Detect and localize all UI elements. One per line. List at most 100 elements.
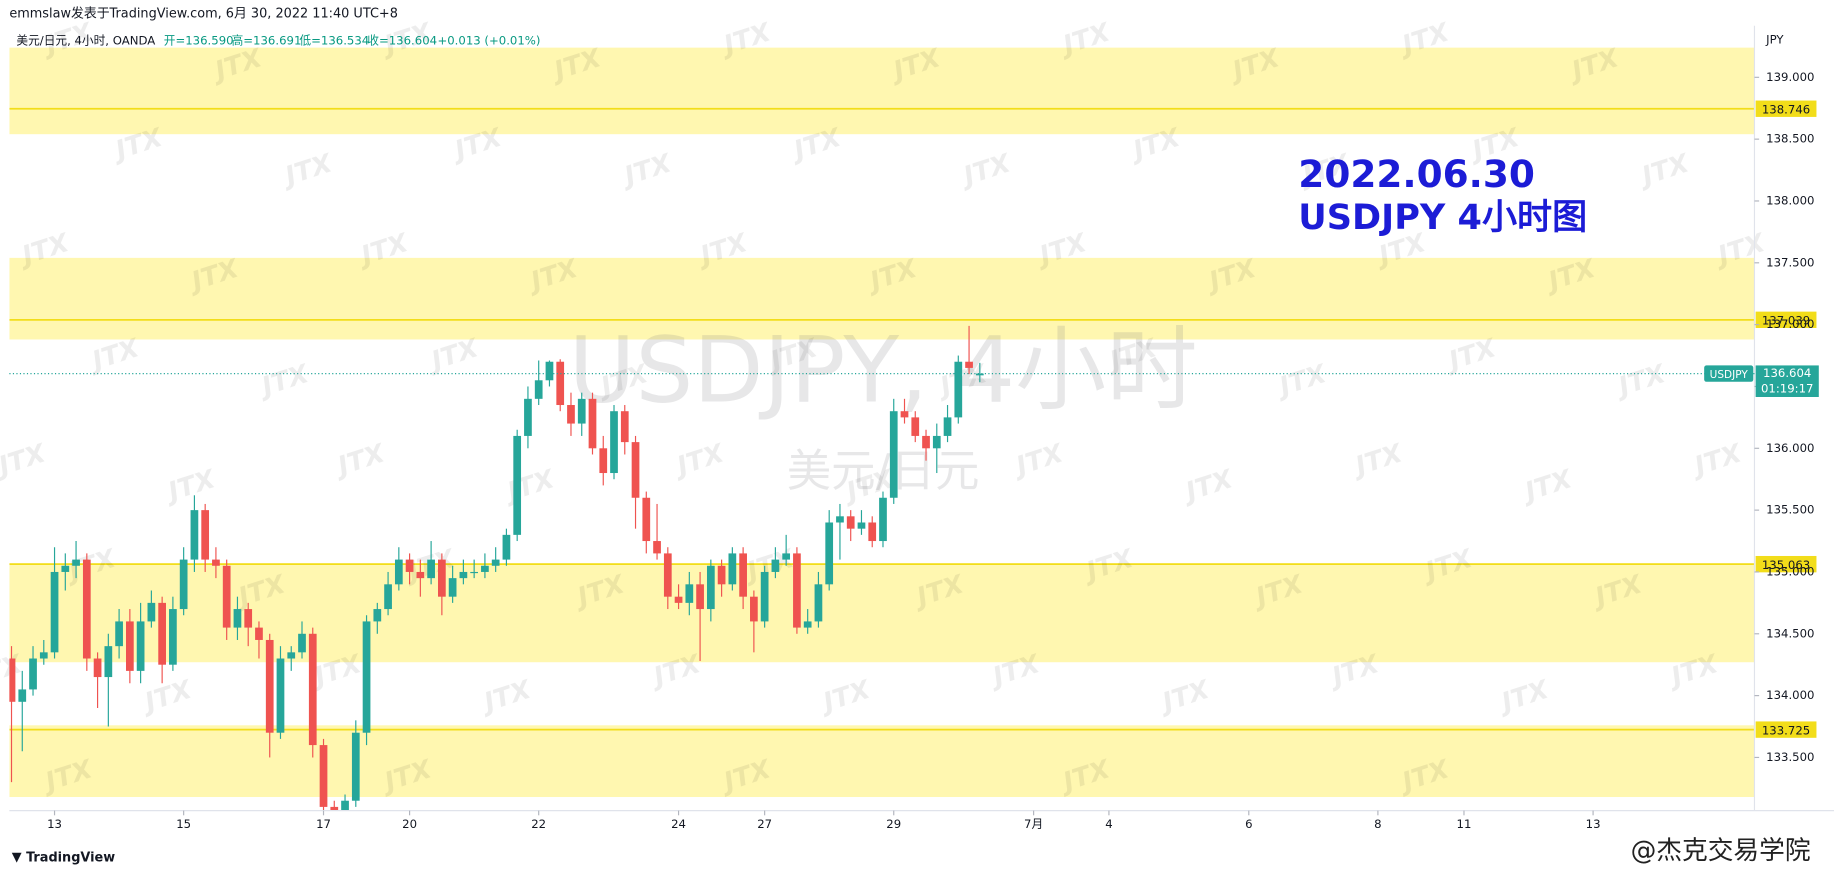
x-tick-label: 24: [671, 817, 686, 831]
y-tick-label: 133.500: [1766, 750, 1814, 764]
brand-name: TradingView: [26, 850, 115, 865]
candle-body: [82, 559, 91, 659]
zone: [9, 257, 1755, 340]
candle-body: [308, 633, 317, 746]
symbol-legend: 美元/日元, 4小时, OANDA: [16, 33, 155, 47]
candle-body: [491, 559, 500, 566]
candle-body: [459, 571, 468, 579]
level-tag: [1755, 555, 1817, 573]
x-tick-label: 13: [47, 817, 62, 831]
pattern-watermark: JTX: [1271, 359, 1331, 404]
candle-body: [448, 578, 457, 597]
candle-body: [750, 596, 758, 622]
pattern-watermark: JTX: [330, 438, 390, 483]
candle-body: [125, 621, 134, 671]
candle-body: [244, 609, 253, 628]
ohlc-value: 收=136.604: [367, 33, 437, 47]
ohlc-value: 高=136.691: [232, 33, 302, 47]
candle-body: [846, 516, 855, 529]
candle-body: [502, 534, 511, 560]
pattern-watermark: JTX: [1441, 333, 1501, 378]
candle-body: [29, 658, 37, 690]
price-tag-label: 136.604: [1763, 366, 1811, 380]
pattern-watermark: JTX: [1008, 438, 1068, 483]
level-label: 135.063: [1762, 558, 1810, 572]
x-tick-label: 20: [402, 817, 417, 831]
candle-body: [384, 584, 392, 610]
candle-body: [169, 609, 177, 665]
candle-body: [825, 522, 834, 585]
candle-body: [201, 510, 210, 560]
x-tick-label: 4: [1105, 817, 1112, 831]
x-tick-label: 17: [316, 817, 331, 831]
ohlc-value: 低=136.534: [299, 33, 369, 47]
candle-body: [943, 417, 952, 436]
level-tag: [1755, 721, 1817, 738]
candles: [9, 325, 984, 811]
candle-body: [513, 435, 522, 535]
pattern-watermark: JTX: [616, 148, 676, 193]
candle-body: [911, 417, 920, 436]
pattern-watermark: JTX: [1634, 148, 1694, 193]
candle-body: [653, 541, 661, 554]
candle-body: [782, 553, 791, 560]
candle-body: [545, 361, 554, 381]
candle-body: [416, 571, 425, 579]
candle-body: [351, 732, 360, 801]
candle-body: [889, 411, 898, 498]
candle-body: [965, 361, 973, 368]
pattern-watermark: JTX: [160, 464, 220, 509]
candle-body: [728, 553, 737, 585]
candle-body: [9, 658, 16, 702]
candle-body: [158, 602, 166, 665]
x-tick-label: 11: [1457, 817, 1472, 831]
candle-body: [341, 800, 349, 811]
zone: [9, 47, 1755, 135]
y-tick-label: 135.500: [1766, 503, 1814, 517]
pattern-watermark: JTX: [277, 148, 337, 193]
candle-body: [717, 565, 726, 585]
candle-body: [233, 609, 242, 628]
candle-body: [760, 571, 769, 622]
candle-body: [190, 510, 199, 560]
pattern-watermark: JTX: [423, 333, 483, 378]
candle-body: [836, 516, 844, 523]
y-tick-label: 138.500: [1766, 132, 1814, 146]
pattern-watermark: JTX: [955, 148, 1015, 193]
candle-body: [534, 380, 543, 399]
candle-body: [642, 497, 651, 542]
candle-body: [265, 639, 274, 733]
candle-body: [179, 559, 188, 610]
candle-body: [932, 435, 941, 449]
pattern-watermark: JTX: [669, 438, 729, 483]
pattern-watermark: JTX: [137, 675, 197, 720]
candle-body: [18, 689, 27, 702]
y-tick-label: 136.000: [1766, 441, 1814, 455]
price-tag: [1755, 365, 1819, 397]
candle-body: [556, 361, 565, 406]
pattern-watermark: JTX: [254, 359, 314, 404]
level-label: 137.039: [1762, 313, 1810, 327]
candle-body: [330, 806, 339, 811]
pattern-watermark: JTX: [1493, 675, 1553, 720]
level-tag: [1755, 311, 1817, 329]
x-tick-label: 8: [1374, 817, 1381, 831]
candle-body: [394, 559, 403, 585]
x-tick-label: 7月: [1024, 817, 1043, 831]
annotation-title: USDJPY 4小时图: [1298, 197, 1587, 238]
candle-body: [706, 565, 715, 610]
candle-body: [975, 373, 984, 376]
y-tick-label: 134.000: [1766, 688, 1814, 702]
pattern-watermark: JTX: [1347, 438, 1407, 483]
candle-body: [255, 627, 263, 640]
candle-body: [115, 621, 123, 647]
candle-body: [319, 745, 328, 807]
x-tick-label: 13: [1586, 817, 1601, 831]
candle-body: [39, 652, 48, 659]
candle-body: [298, 633, 306, 653]
candle-body: [631, 442, 640, 498]
x-tick-label: 22: [531, 817, 546, 831]
pattern-watermark: JTX: [1154, 675, 1214, 720]
candle-body: [685, 584, 694, 603]
candle-body: [470, 571, 479, 574]
